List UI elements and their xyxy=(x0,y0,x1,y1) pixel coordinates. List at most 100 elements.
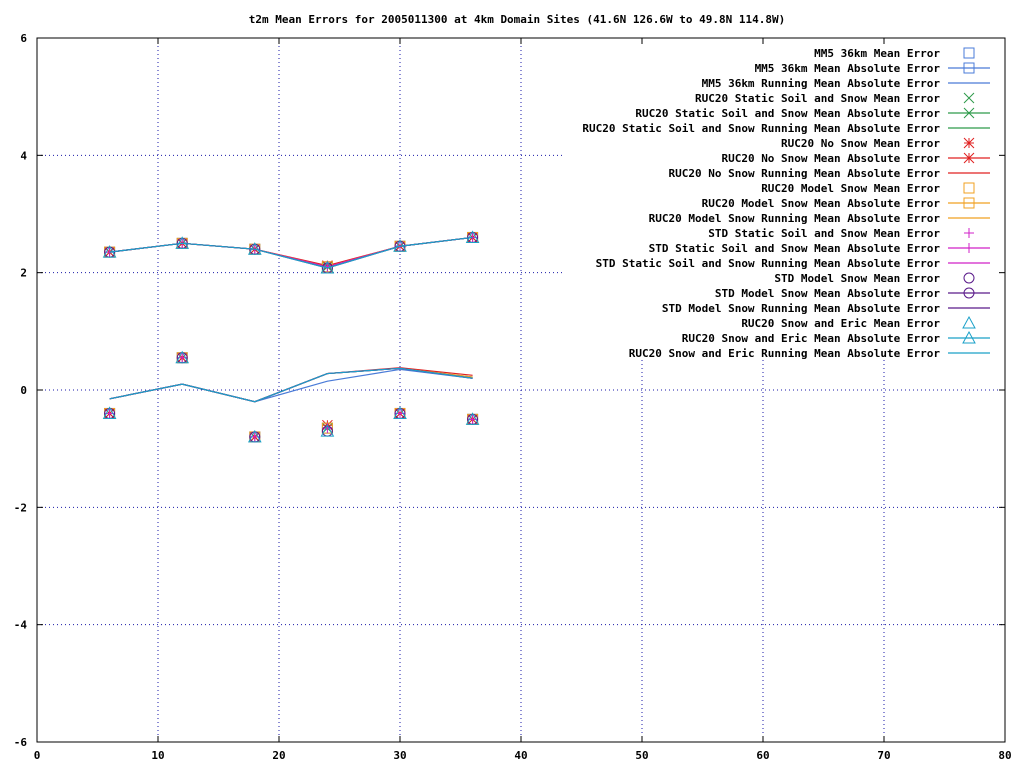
y-tick-label: 6 xyxy=(20,32,27,45)
legend-item: RUC20 Model Snow Mean Error xyxy=(761,182,975,195)
legend-item: MM5 36km Mean Absolute Error xyxy=(755,62,990,75)
data-point xyxy=(102,406,117,419)
legend-label: RUC20 No Snow Running Mean Absolute Erro… xyxy=(668,167,940,180)
legend-item: RUC20 Model Snow Mean Absolute Error xyxy=(702,197,990,210)
legend-label: STD Static Soil and Snow Mean Absolute E… xyxy=(649,242,941,255)
series-20 xyxy=(109,367,473,403)
data-point xyxy=(465,412,480,425)
legend-item: RUC20 Static Soil and Snow Mean Absolute… xyxy=(635,107,990,120)
series-line xyxy=(109,367,473,403)
legend-label: STD Static Soil and Snow Mean Error xyxy=(708,227,940,240)
y-tick-label: -2 xyxy=(14,501,27,514)
legend-marker-sample xyxy=(963,182,975,194)
legend-item: RUC20 Snow and Eric Mean Error xyxy=(741,315,976,330)
series-line xyxy=(109,236,473,268)
series-1 xyxy=(104,231,479,273)
series-7 xyxy=(104,232,478,271)
legend-item: RUC20 Static Soil and Snow Running Mean … xyxy=(582,122,990,135)
legend-item: STD Model Snow Mean Absolute Error xyxy=(715,287,990,300)
legend-marker-sample xyxy=(962,315,976,329)
series-14 xyxy=(109,367,473,403)
legend-item: MM5 36km Mean Error xyxy=(814,47,975,60)
x-tick-label: 50 xyxy=(635,749,648,762)
legend-marker-sample xyxy=(963,152,975,164)
series-line xyxy=(109,367,473,403)
series-line xyxy=(109,236,473,268)
y-tick-label: -6 xyxy=(14,736,28,749)
series-5 xyxy=(109,367,473,403)
legend-item: STD Model Snow Mean Error xyxy=(774,272,975,285)
legend-item: STD Static Soil and Snow Running Mean Ab… xyxy=(596,257,990,270)
series-line xyxy=(109,236,473,268)
legend-label: STD Model Snow Mean Error xyxy=(774,272,940,285)
legend-label: RUC20 No Snow Mean Error xyxy=(781,137,940,150)
x-tick-label: 10 xyxy=(151,749,164,762)
legend-label: STD Static Soil and Snow Running Mean Ab… xyxy=(596,257,941,270)
legend-marker-sample xyxy=(963,47,975,59)
legend-label: MM5 36km Mean Absolute Error xyxy=(755,62,941,75)
series-line xyxy=(109,236,473,269)
data-point xyxy=(320,260,335,274)
y-tick-label: 2 xyxy=(20,267,27,280)
data-point xyxy=(175,236,190,249)
legend-item: STD Static Soil and Snow Mean Error xyxy=(708,227,974,240)
data-point xyxy=(102,245,117,258)
legend-marker-sample xyxy=(963,92,975,104)
series-line xyxy=(109,236,473,268)
data-point xyxy=(393,239,407,252)
y-tick-label: 4 xyxy=(20,149,27,162)
legend-label: RUC20 Model Snow Mean Absolute Error xyxy=(702,197,941,210)
series-line xyxy=(109,236,473,267)
data-point xyxy=(393,406,407,419)
legend-marker-sample xyxy=(964,228,974,238)
axis-layer: 0 10 20 30 40 50 60 70 80 -6 -4 -2 0 2 4 6 xyxy=(14,32,1012,762)
legend-marker-sample xyxy=(964,243,974,253)
legend-marker-sample xyxy=(963,62,975,74)
series-19 xyxy=(102,230,480,274)
legend-label: STD Model Snow Mean Absolute Error xyxy=(715,287,941,300)
series-11 xyxy=(109,367,473,403)
data-point xyxy=(175,350,190,364)
legend: MM5 36km Mean Error MM5 36km Mean Absolut… xyxy=(582,47,990,360)
series-13 xyxy=(104,232,478,272)
series-4 xyxy=(104,232,478,273)
x-tick-label: 70 xyxy=(877,749,890,762)
legend-item: STD Model Snow Running Mean Absolute Err… xyxy=(662,302,990,315)
legend-label: RUC20 Model Snow Mean Error xyxy=(761,182,940,195)
legend-label: MM5 36km Running Mean Absolute Error xyxy=(702,77,941,90)
series-9 xyxy=(104,352,479,443)
series-layer xyxy=(102,230,480,443)
legend-label: RUC20 Model Snow Running Mean Absolute E… xyxy=(649,212,941,225)
y-tick-label: 0 xyxy=(20,384,27,397)
legend-label: STD Model Snow Running Mean Absolute Err… xyxy=(662,302,941,315)
legend-item: RUC20 No Snow Running Mean Absolute Erro… xyxy=(668,167,990,180)
series-12 xyxy=(104,352,478,442)
legend-item: RUC20 No Snow Mean Absolute Error xyxy=(721,152,990,165)
series-3 xyxy=(104,352,478,443)
chart-title: t2m Mean Errors for 2005011300 at 4km Do… xyxy=(249,13,785,26)
y-tick-label: -4 xyxy=(14,619,28,632)
legend-item: RUC20 Snow and Eric Running Mean Absolut… xyxy=(629,347,990,360)
series-line xyxy=(109,367,473,403)
series-2 xyxy=(109,368,473,403)
series-line xyxy=(109,236,473,269)
data-point xyxy=(320,424,335,437)
x-tick-label: 30 xyxy=(393,749,406,762)
series-17 xyxy=(109,367,473,403)
legend-marker-sample xyxy=(963,137,975,149)
x-tick-label: 0 xyxy=(34,749,41,762)
x-tick-label: 80 xyxy=(998,749,1011,762)
legend-label: RUC20 Snow and Eric Running Mean Absolut… xyxy=(629,347,941,360)
series-0 xyxy=(104,352,479,443)
data-point xyxy=(247,429,262,443)
legend-label: RUC20 Snow and Eric Mean Error xyxy=(741,317,940,330)
legend-label: RUC20 Static Soil and Snow Mean Error xyxy=(695,92,940,105)
legend-label: RUC20 Static Soil and Snow Running Mean … xyxy=(582,122,940,135)
legend-marker-sample xyxy=(963,197,975,209)
x-tick-label: 60 xyxy=(756,749,769,762)
x-tick-label: 20 xyxy=(272,749,285,762)
legend-label: RUC20 No Snow Mean Absolute Error xyxy=(721,152,940,165)
legend-marker-sample xyxy=(963,272,975,284)
legend-label: RUC20 Static Soil and Snow Mean Absolute… xyxy=(635,107,940,120)
